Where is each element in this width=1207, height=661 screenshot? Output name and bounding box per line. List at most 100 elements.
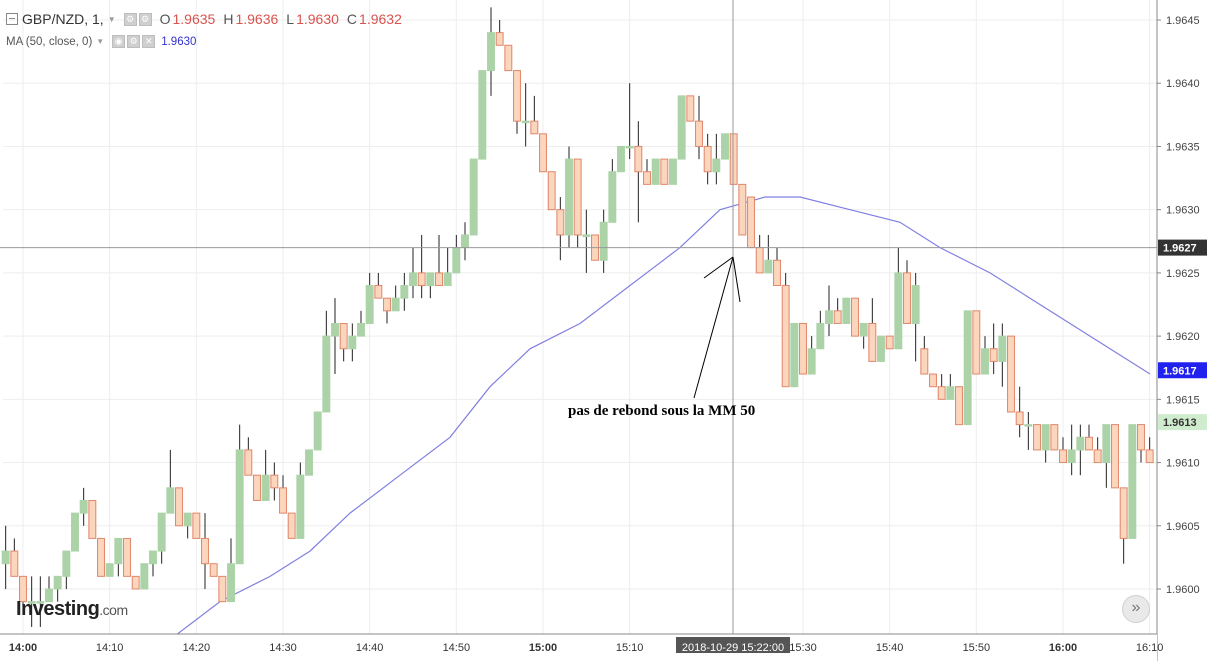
candle-down [1145,449,1154,464]
candle-up [946,386,955,400]
time-axis[interactable]: 14:00 14:10 14:20 14:30 14:40 14:50 15:00 15:10… [0,633,1164,661]
candle-up [1,550,10,565]
candle-down [1085,436,1093,451]
ma-remove-icon[interactable]: ✕ [142,35,156,48]
crosshair-time-badge: 2018-10-29 15:22:00 [682,642,784,654]
candle-up [608,171,617,223]
candle-down [530,120,539,135]
candle-up [894,272,903,350]
candle-down [920,348,929,375]
candle-down [989,348,998,362]
candle-down [634,145,643,173]
candle-down [435,272,443,287]
candle-down [218,575,227,603]
candle-down [201,537,209,565]
candle-down [383,297,391,312]
ma-line [25,196,1151,661]
time-tick-label: 16:10 [1136,642,1164,654]
high-value: 1.9636 [235,11,279,27]
candle-down [643,171,651,185]
ma-settings-icon[interactable]: ⚙ [127,35,141,48]
candle-up [625,145,634,149]
candle-down [88,499,97,539]
price-tick-label: 1.9645 [1166,15,1200,27]
candle-up [565,158,573,236]
time-tick-label: 15:40 [876,642,904,654]
candle-down [513,70,521,122]
candle-up [71,512,79,552]
candle-up [669,158,677,185]
time-tick-label: 14:40 [356,642,384,654]
candle-up [140,563,149,590]
time-tick-label: 14:30 [269,642,297,654]
settings-icon[interactable]: ⚙ [123,12,137,26]
investing-logo: Investing.com [16,598,128,621]
candle-down [1111,424,1119,489]
logo-suffix: .com [99,602,128,618]
candle-up [842,297,851,324]
price-axis[interactable]: 1.9600 1.9605 1.9610 1.9615 1.9620 1.9625 1.96… [1156,0,1207,661]
candle-up [963,310,972,426]
open-value: 1.9635 [172,11,216,27]
candle-up [443,272,452,287]
candle-down [747,196,755,249]
candle-up [1067,449,1076,464]
candle-up [487,32,495,72]
time-tick-label: 14:20 [183,642,211,654]
price-tick-label: 1.9630 [1166,205,1200,217]
collapse-icon[interactable] [6,13,18,25]
candle-up [1024,424,1033,427]
candle-up [400,285,409,299]
candle-down [773,259,781,287]
candle-down [1093,449,1102,464]
candle-up [313,411,322,451]
candle-up [790,322,799,388]
price-tick-label: 1.9625 [1166,268,1200,280]
candle-down [253,474,261,501]
symbol-label: GBP/NZD, 1, [22,11,104,27]
candle-down [1119,487,1128,539]
caret-down-icon[interactable]: ▼ [107,14,116,24]
scroll-to-latest-button[interactable]: » [1122,595,1150,623]
candle-down [547,171,556,211]
time-tick-label: 15:10 [616,642,644,654]
candle-up [409,272,417,287]
ma-price-badge-bg [1158,362,1207,379]
candle-down [885,335,894,350]
low-key: L [286,11,295,27]
candle-up [877,335,885,362]
candle-up [157,512,166,552]
candle-up [114,537,123,565]
format-icon[interactable]: ⚙ [138,12,152,26]
arrow-shaft [693,256,734,399]
candle-up [478,70,487,160]
price-tick-label: 1.9640 [1166,78,1200,90]
candle-up [149,550,157,565]
candle-down [929,373,937,388]
candle-up [357,322,365,337]
candle-up [105,563,114,577]
candle-up [1128,424,1137,539]
crosshair-time-badge-bg [676,637,790,653]
candle-up [859,322,868,337]
ma-visibility-icon[interactable]: ◉ [112,35,126,48]
candle-down [556,209,565,236]
candle-down [279,487,287,514]
time-tick-label: 15:50 [963,642,991,654]
candle-up [911,285,920,324]
candle-up [617,145,625,173]
ma-caret-icon[interactable]: ▼ [96,37,105,46]
candle-up [677,95,686,160]
candle-down [209,563,218,577]
last-price-badge-bg [1158,414,1207,431]
candle-down [19,575,27,603]
price-tick-label: 1.9635 [1166,141,1200,153]
candle-up [469,158,478,236]
candle-up [53,575,62,590]
candle-up [261,474,270,501]
close-key: C [346,11,358,27]
candle-up [391,297,400,312]
candle-down [417,272,426,287]
ma-price-badge: 1.9617 [1163,365,1197,377]
